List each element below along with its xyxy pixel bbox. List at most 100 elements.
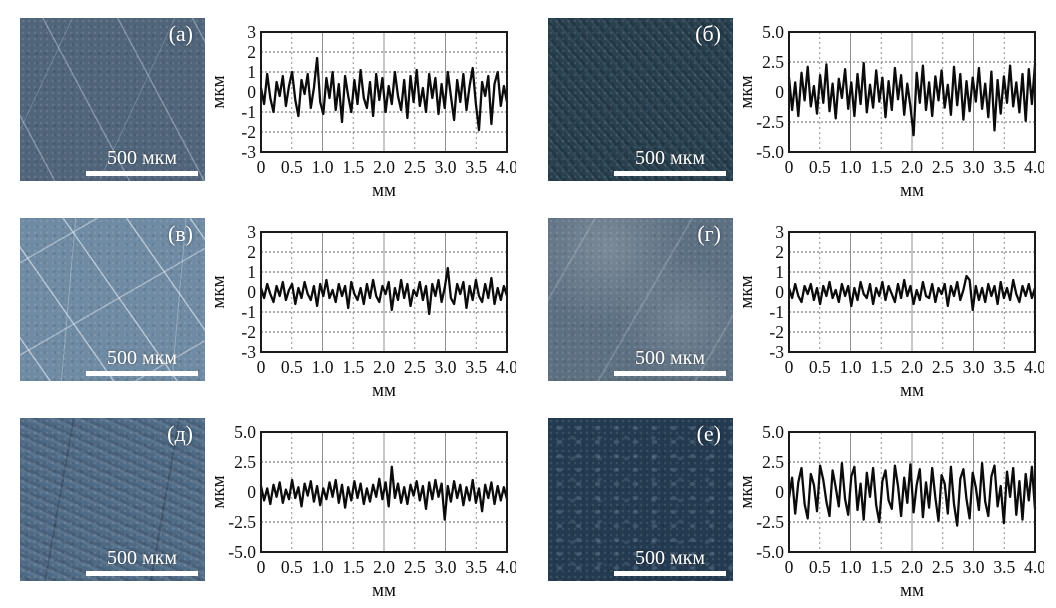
x-tick-label: 2.5 (404, 557, 426, 577)
panel: (г) 500 мкм 3 2 1 0 -1 -2 -3 0 0.5 1.0 1.5 2.0 2.5 3.… (528, 200, 1056, 401)
y-tick-label: 0 (247, 82, 256, 102)
x-tick-label: 3.5 (465, 357, 487, 377)
x-tick-label: 0.5 (809, 557, 831, 577)
panel-label: (б) (695, 21, 721, 46)
x-tick-label: 0 (785, 357, 794, 377)
chart-frame (788, 431, 1036, 553)
x-tick-label: 1.0 (312, 157, 334, 177)
y-tick-label: 3 (247, 224, 256, 242)
chart-frame (260, 431, 508, 553)
x-tick-label: 4.0 (496, 357, 516, 377)
x-tick-label: 1.5 (342, 557, 364, 577)
y-tick-label: 5.0 (234, 424, 256, 442)
scale-bar: 500 мкм (614, 148, 726, 176)
x-tick-label: 0.5 (809, 157, 831, 177)
y-tick-label: 5.0 (762, 424, 784, 442)
x-tick-label: 2.5 (932, 157, 954, 177)
x-tick-label: 1.0 (312, 557, 334, 577)
x-axis-label: мм (900, 580, 924, 601)
x-axis-label: мм (372, 180, 396, 201)
x-tick-label: 4.0 (1024, 557, 1044, 577)
y-tick-label: 2.5 (762, 452, 784, 472)
x-tick-label: 3.0 (963, 557, 985, 577)
signal-trace (259, 465, 509, 521)
panel: (а) 500 мкм 3 2 1 0 -1 -2 -3 0 0.5 1.0 1.5 2.0 2.5 3.… (0, 0, 528, 201)
x-axis-label: мм (372, 380, 396, 401)
chart-frame (788, 31, 1036, 153)
x-tick-label: 0 (785, 557, 794, 577)
y-tick-label: -5.0 (756, 142, 784, 162)
y-tick-label: -2.5 (756, 112, 784, 132)
signal-trace (787, 462, 1037, 527)
x-tick-label: 3.0 (435, 557, 457, 577)
x-tick-label: 1.5 (342, 357, 364, 377)
signal-trace (259, 56, 509, 132)
y-tick-label: 1 (247, 262, 256, 282)
y-tick-label: -5.0 (228, 542, 256, 562)
scale-bar-line (614, 371, 726, 376)
scale-bar-line (86, 571, 198, 576)
x-tick-label: 3.5 (993, 557, 1015, 577)
y-tick-label: -2.5 (228, 512, 256, 532)
scale-bar-label: 500 мкм (634, 147, 706, 169)
panel-label: (д) (167, 421, 193, 446)
chart-block: 5.0 2.5 0 -2.5 -5.0 0 0.5 1.0 1.5 2.0 2.5 3.0 3.5 4.0… (736, 422, 1046, 607)
chart-block: 3 2 1 0 -1 -2 -3 0 0.5 1.0 1.5 2.0 2.5 3.0 3.5 4.0 мм мкм (208, 22, 518, 207)
scale-bar-label: 500 мкм (634, 547, 706, 569)
x-tick-label: 4.0 (496, 157, 516, 177)
panel: (е) 500 мкм 5.0 2.5 0 -2.5 -5.0 0 0.5 1.0 1.5 2.0… (528, 400, 1056, 608)
x-tick-label: 0.5 (281, 357, 303, 377)
chart-block: 5.0 2.5 0 -2.5 -5.0 0 0.5 1.0 1.5 2.0 2.5 3.0 3.5 4.0… (208, 422, 518, 607)
micrograph-texture (548, 18, 733, 181)
panel-label: (в) (167, 221, 193, 246)
x-tick-label: 0 (257, 557, 266, 577)
y-axis-label: мкм (211, 75, 229, 108)
scale-bar: 500 мкм (614, 348, 726, 376)
signal-trace (787, 62, 1037, 137)
y-tick-label: 0 (247, 282, 256, 302)
micrograph: (д) 500 мкм (20, 418, 205, 581)
micrograph-texture (20, 218, 205, 381)
x-tick-label: 0.5 (809, 357, 831, 377)
panel-label: (а) (168, 21, 193, 46)
x-tick-label: 2.0 (901, 157, 923, 177)
y-axis-label: мкм (211, 275, 229, 308)
y-tick-label: 2.5 (234, 452, 256, 472)
x-tick-label: 1.0 (840, 557, 862, 577)
scale-bar-label: 500 мкм (634, 347, 706, 369)
x-tick-label: 1.5 (870, 157, 892, 177)
scale-bar: 500 мкм (86, 148, 198, 176)
y-tick-label: 0 (775, 282, 784, 302)
x-axis-label: мм (900, 180, 924, 201)
scale-bar-line (614, 571, 726, 576)
x-tick-label: 1.0 (840, 357, 862, 377)
roughness-chart: 5.02.50-2.5-5.00 0.5 1.0 1.5 2.0 2.5 3.0 3.5 4.0… (736, 422, 1046, 601)
y-tick-label: 0 (775, 82, 784, 102)
scale-bar-label: 500 мкм (106, 147, 178, 169)
x-tick-label: 2.5 (404, 157, 426, 177)
x-tick-label: 0 (785, 157, 794, 177)
x-tick-label: 3.0 (435, 157, 457, 177)
scale-bar: 500 мкм (86, 348, 198, 376)
y-tick-label: 2.5 (762, 52, 784, 72)
chart-frame (260, 231, 508, 353)
micrograph: (а) 500 мкм (20, 18, 205, 181)
micrograph-texture (20, 18, 205, 181)
x-tick-label: 3.0 (963, 157, 985, 177)
micrograph: (б) 500 мкм (548, 18, 733, 181)
x-tick-label: 3.0 (435, 357, 457, 377)
y-tick-label: -2 (241, 122, 256, 142)
panel: (б) 500 мкм 5.0 2.5 0 -2.5 -5.0 0 0.5 1.0 1.5 2.0… (528, 0, 1056, 201)
y-tick-label: -2.5 (756, 512, 784, 532)
y-tick-label: 1 (247, 62, 256, 82)
micrograph: (в) 500 мкм (20, 218, 205, 381)
x-tick-label: 2.5 (404, 357, 426, 377)
x-tick-label: 3.5 (993, 157, 1015, 177)
roughness-chart: 5.02.50-2.5-5.00 0.5 1.0 1.5 2.0 2.5 3.0 3.5 4.0… (208, 422, 518, 601)
x-tick-label: 2.0 (901, 557, 923, 577)
micrograph-texture (548, 418, 733, 581)
x-tick-label: 3.0 (963, 357, 985, 377)
micrograph-texture (548, 218, 733, 381)
